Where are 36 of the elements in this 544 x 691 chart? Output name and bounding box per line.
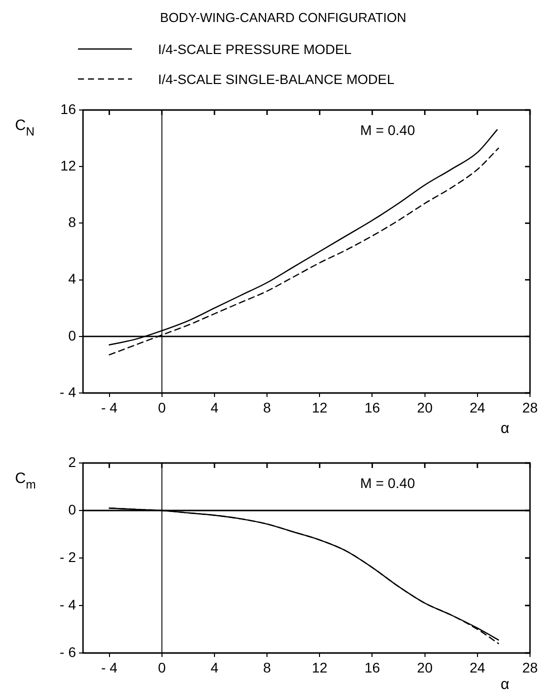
x-tick-label: 12 [312, 659, 328, 676]
y-tick-label: - 4 [60, 596, 76, 612]
x-tick-label: 0 [158, 399, 166, 416]
y-tick-label: - 2 [60, 548, 76, 565]
x-tick-label: 0 [158, 659, 166, 676]
y-tick-label: 4 [68, 270, 76, 287]
y-tick-label: - 4 [60, 384, 76, 400]
x-tick-label: - 4 [101, 659, 118, 676]
x-tick-label: 4 [210, 399, 219, 416]
x-tick-label: 16 [364, 659, 380, 676]
legend-label: I/4-SCALE SINGLE-BALANCE MODEL [158, 72, 395, 87]
annotation: M = 0.40 [360, 475, 416, 491]
chart-title: BODY-WING-CANARD CONFIGURATION [160, 10, 406, 25]
x-tick-label: - 4 [101, 399, 118, 416]
x-tick-label: 8 [263, 659, 272, 676]
x-tick-label: 4 [210, 659, 219, 676]
x-tick-label: 8 [263, 399, 272, 416]
x-tick-label: 28 [522, 399, 538, 416]
x-tick-label: 12 [312, 399, 328, 416]
y-tick-label: 16 [60, 100, 76, 117]
x-tick-label: 24 [470, 399, 486, 416]
y-tick-label: 0 [68, 327, 76, 344]
y-tick-label: 12 [60, 157, 76, 174]
annotation: M = 0.40 [360, 122, 416, 138]
legend-label: I/4-SCALE PRESSURE MODEL [158, 42, 352, 57]
x-axis-title: α [500, 676, 510, 691]
y-tick-label: - 6 [60, 644, 76, 660]
y-tick-label: 0 [68, 501, 76, 518]
x-tick-label: 20 [417, 399, 433, 416]
y-tick-label: 8 [68, 214, 76, 230]
x-tick-label: 20 [417, 659, 433, 676]
x-axis-title: α [500, 420, 510, 437]
x-tick-label: 16 [364, 399, 380, 416]
y-tick-label: 2 [68, 454, 76, 470]
x-tick-label: 28 [522, 659, 538, 676]
x-tick-label: 24 [470, 659, 486, 676]
